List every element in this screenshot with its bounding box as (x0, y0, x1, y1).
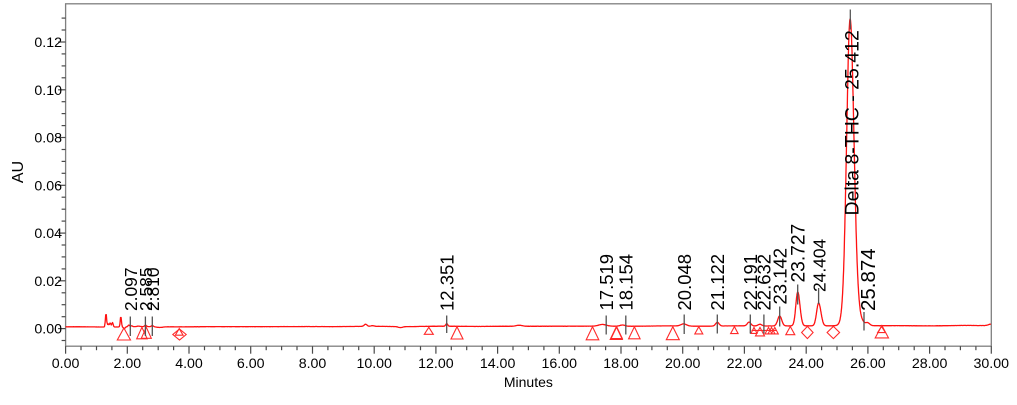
svg-text:10.00: 10.00 (356, 356, 392, 372)
svg-text:25.874: 25.874 (857, 248, 880, 311)
svg-text:0.00: 0.00 (34, 322, 62, 338)
svg-text:23.727: 23.727 (788, 224, 809, 283)
svg-text:0.04: 0.04 (34, 226, 62, 242)
svg-text:22.632: 22.632 (754, 254, 775, 311)
svg-text:26.00: 26.00 (850, 356, 886, 372)
svg-text:20.048: 20.048 (674, 254, 695, 311)
svg-text:12.351: 12.351 (436, 254, 457, 311)
svg-text:Delta 8-THC - 25.412: Delta 8-THC - 25.412 (842, 30, 864, 215)
svg-text:20.00: 20.00 (665, 356, 701, 372)
svg-text:0.12: 0.12 (34, 35, 62, 51)
svg-text:14.00: 14.00 (480, 356, 516, 372)
svg-text:2.097: 2.097 (121, 267, 141, 311)
svg-text:0.06: 0.06 (34, 178, 62, 194)
svg-text:0.10: 0.10 (34, 83, 62, 99)
svg-text:18.154: 18.154 (616, 254, 637, 311)
svg-text:18.00: 18.00 (603, 356, 639, 372)
svg-text:0.08: 0.08 (34, 131, 62, 147)
svg-text:16.00: 16.00 (542, 356, 578, 372)
svg-text:6.00: 6.00 (237, 356, 265, 372)
svg-text:0.00: 0.00 (52, 356, 80, 372)
svg-text:24.00: 24.00 (788, 356, 824, 372)
svg-text:0.02: 0.02 (34, 274, 62, 290)
svg-text:24.404: 24.404 (810, 238, 830, 292)
svg-text:12.00: 12.00 (418, 356, 454, 372)
svg-text:Minutes: Minutes (504, 374, 553, 390)
svg-text:2.00: 2.00 (113, 356, 141, 372)
svg-text:AU: AU (10, 161, 27, 183)
svg-text:30.00: 30.00 (974, 356, 1010, 372)
svg-text:2.810: 2.810 (143, 267, 163, 311)
svg-text:28.00: 28.00 (912, 356, 948, 372)
svg-text:23.142: 23.142 (769, 248, 790, 305)
svg-text:4.00: 4.00 (175, 356, 203, 372)
svg-text:17.519: 17.519 (596, 254, 617, 311)
svg-text:22.00: 22.00 (727, 356, 763, 372)
svg-text:22.191: 22.191 (740, 254, 761, 311)
svg-text:21.122: 21.122 (707, 254, 728, 311)
svg-text:8.00: 8.00 (299, 356, 327, 372)
svg-text:2.585: 2.585 (136, 267, 156, 311)
